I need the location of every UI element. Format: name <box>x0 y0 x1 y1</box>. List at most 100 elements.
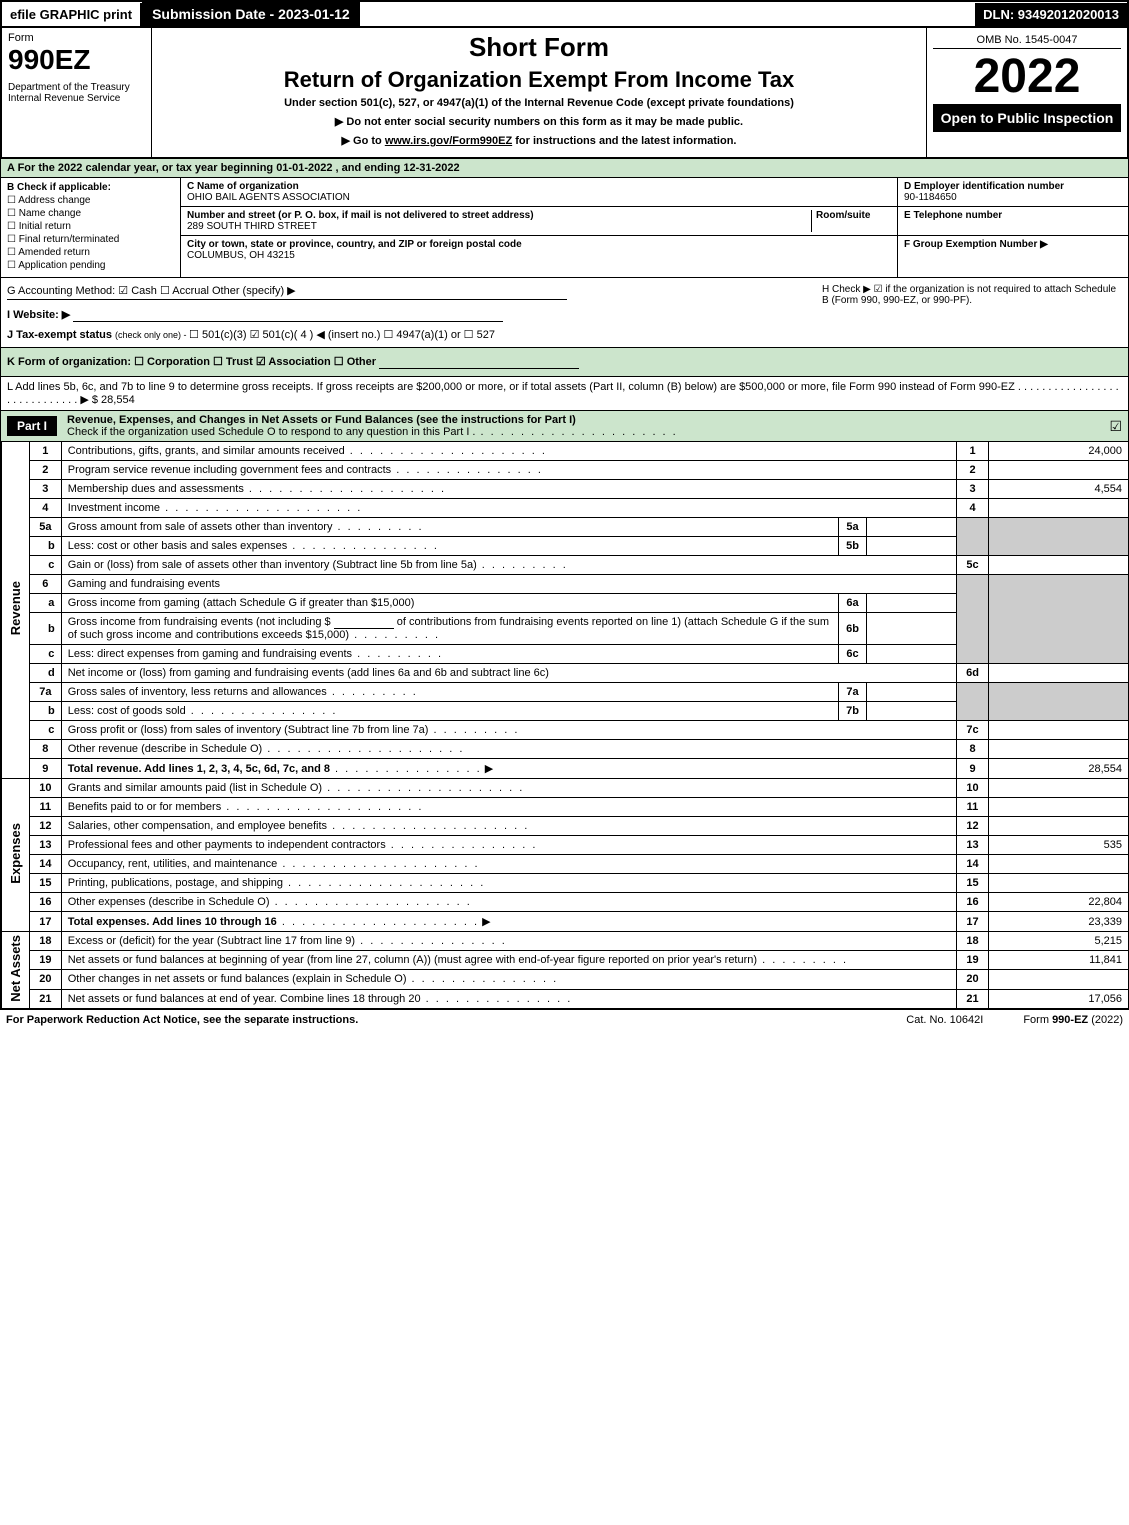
form-label: Form <box>8 32 145 44</box>
line-18: Net Assets 18Excess or (deficit) for the… <box>1 932 1129 951</box>
row-a-tax-year: A For the 2022 calendar year, or tax yea… <box>0 159 1129 178</box>
cb-amended-return[interactable]: Amended return <box>7 247 174 258</box>
department: Department of the Treasury Internal Reve… <box>8 82 145 104</box>
line-1: Revenue 1 Contributions, gifts, grants, … <box>1 442 1129 461</box>
instruction-2: ▶ Go to www.irs.gov/Form990EZ for instru… <box>158 134 920 147</box>
cb-application-pending[interactable]: Application pending <box>7 260 174 271</box>
cb-address-change[interactable]: Address change <box>7 195 174 206</box>
netassets-sidelabel: Net Assets <box>1 932 30 1009</box>
line-5c: cGain or (loss) from sale of assets othe… <box>1 556 1129 575</box>
section-b: B Check if applicable: Address change Na… <box>0 178 1129 278</box>
line-20: 20Other changes in net assets or fund ba… <box>1 970 1129 989</box>
city: COLUMBUS, OH 43215 <box>187 250 295 261</box>
line-10: Expenses 10Grants and similar amounts pa… <box>1 779 1129 798</box>
line-11: 11Benefits paid to or for members11 <box>1 798 1129 817</box>
row-h: H Check ▶ ☑ if the organization is not r… <box>822 284 1122 341</box>
line-3: 3Membership dues and assessments 34,554 <box>1 480 1129 499</box>
subtitle: Under section 501(c), 527, or 4947(a)(1)… <box>158 97 920 109</box>
part1-label: Part I <box>7 416 57 436</box>
cb-final-return[interactable]: Final return/terminated <box>7 234 174 245</box>
top-bar: efile GRAPHIC print Submission Date - 20… <box>0 0 1129 28</box>
instruction-1: ▶ Do not enter social security numbers o… <box>158 115 920 128</box>
line-7c: cGross profit or (loss) from sales of in… <box>1 721 1129 740</box>
page-footer: For Paperwork Reduction Act Notice, see … <box>0 1009 1129 1030</box>
instr2-post: for instructions and the latest informat… <box>512 135 736 147</box>
line-7a: 7aGross sales of inventory, less returns… <box>1 683 1129 702</box>
line-4: 4Investment income 4 <box>1 499 1129 518</box>
dln-number: DLN: 93492012020013 <box>975 3 1127 26</box>
address-row: Number and street (or P. O. box, if mail… <box>181 207 897 236</box>
line-17: 17Total expenses. Add lines 10 through 1… <box>1 912 1129 932</box>
footer-left: For Paperwork Reduction Act Notice, see … <box>6 1014 866 1026</box>
d-label: D Employer identification number <box>904 181 1064 192</box>
form-header: Form 990EZ Department of the Treasury In… <box>0 28 1129 159</box>
addr-label: Number and street (or P. O. box, if mail… <box>187 210 534 221</box>
l-amount: 28,554 <box>101 394 135 406</box>
revenue-sidelabel: Revenue <box>1 442 30 779</box>
row-a-text: A For the 2022 calendar year, or tax yea… <box>7 162 460 174</box>
ein: 90-1184650 <box>904 192 957 203</box>
efile-label: efile GRAPHIC print <box>2 3 142 26</box>
city-label: City or town, state or province, country… <box>187 239 522 250</box>
accounting-method: G Accounting Method: ☑ Cash ☐ Accrual Ot… <box>7 284 567 300</box>
line-13: 13Professional fees and other payments t… <box>1 836 1129 855</box>
org-col: C Name of organization OHIO BAIL AGENTS … <box>181 178 898 277</box>
row-gh-left: G Accounting Method: ☑ Cash ☐ Accrual Ot… <box>7 284 822 341</box>
line-12: 12Salaries, other compensation, and empl… <box>1 817 1129 836</box>
footer-right: Form 990-EZ (2022) <box>1023 1014 1123 1026</box>
short-form-title: Short Form <box>158 32 920 63</box>
line-9: 9Total revenue. Add lines 1, 2, 3, 4, 5c… <box>1 759 1129 779</box>
part1-title: Revenue, Expenses, and Changes in Net As… <box>67 414 576 426</box>
open-to-public: Open to Public Inspection <box>933 104 1121 132</box>
right-col: D Employer identification number 90-1184… <box>898 178 1128 277</box>
title-col: Short Form Return of Organization Exempt… <box>152 28 927 157</box>
year-col: OMB No. 1545-0047 2022 Open to Public In… <box>927 28 1127 157</box>
line-6: 6Gaming and fundraising events <box>1 575 1129 594</box>
row-gh: G Accounting Method: ☑ Cash ☐ Accrual Ot… <box>0 278 1129 348</box>
j-rest: ☐ 501(c)(3) ☑ 501(c)( 4 ) ◀ (insert no.)… <box>189 329 495 341</box>
part1-header: Part I Revenue, Expenses, and Changes in… <box>0 411 1129 442</box>
submission-date: Submission Date - 2023-01-12 <box>142 2 360 26</box>
city-row: City or town, state or province, country… <box>181 236 897 264</box>
room-label: Room/suite <box>816 210 870 221</box>
f-label: F Group Exemption Number ▶ <box>904 239 1048 250</box>
j-pre: J Tax-exempt status <box>7 329 115 341</box>
instr2-pre: ▶ Go to <box>342 135 385 147</box>
l-text: L Add lines 5b, 6c, and 7b to line 9 to … <box>7 381 1119 406</box>
j-small: (check only one) - <box>115 330 189 340</box>
k-text: K Form of organization: ☐ Corporation ☐ … <box>7 356 376 368</box>
check-applicable-col: B Check if applicable: Address change Na… <box>1 178 181 277</box>
part1-sub: Check if the organization used Schedule … <box>67 426 475 438</box>
line-14: 14Occupancy, rent, utilities, and mainte… <box>1 855 1129 874</box>
org-name-row: C Name of organization OHIO BAIL AGENTS … <box>181 178 897 207</box>
e-label: E Telephone number <box>904 210 1002 221</box>
expenses-sidelabel: Expenses <box>1 779 30 932</box>
line-15: 15Printing, publications, postage, and s… <box>1 874 1129 893</box>
ein-row: D Employer identification number 90-1184… <box>898 178 1128 207</box>
line-21: 21Net assets or fund balances at end of … <box>1 989 1129 1008</box>
tax-year: 2022 <box>933 49 1121 104</box>
row-l: L Add lines 5b, 6c, and 7b to line 9 to … <box>0 377 1129 411</box>
check-label: B Check if applicable: <box>7 182 111 193</box>
irs-link[interactable]: www.irs.gov/Form990EZ <box>385 135 512 147</box>
footer-catno: Cat. No. 10642I <box>906 1014 983 1026</box>
form-number: 990EZ <box>8 44 145 76</box>
omb-number: OMB No. 1545-0047 <box>933 32 1121 49</box>
group-exemption-row: F Group Exemption Number ▶ <box>898 236 1128 264</box>
cb-initial-return[interactable]: Initial return <box>7 221 174 232</box>
lines-table: Revenue 1 Contributions, gifts, grants, … <box>0 442 1129 1009</box>
line-5a: 5aGross amount from sale of assets other… <box>1 518 1129 537</box>
c-label: C Name of organization <box>187 181 299 192</box>
line-6d: dNet income or (loss) from gaming and fu… <box>1 664 1129 683</box>
row-k: K Form of organization: ☐ Corporation ☐ … <box>0 348 1129 377</box>
part1-checkmark: ☑ <box>1109 418 1122 435</box>
line-16: 16Other expenses (describe in Schedule O… <box>1 893 1129 912</box>
line-2: 2Program service revenue including gover… <box>1 461 1129 480</box>
line-19: 19Net assets or fund balances at beginni… <box>1 951 1129 970</box>
return-title: Return of Organization Exempt From Incom… <box>158 67 920 93</box>
org-name: OHIO BAIL AGENTS ASSOCIATION <box>187 192 350 203</box>
cb-name-change[interactable]: Name change <box>7 208 174 219</box>
phone-row: E Telephone number <box>898 207 1128 236</box>
website-label: I Website: ▶ <box>7 309 70 321</box>
address: 289 SOUTH THIRD STREET <box>187 221 317 232</box>
